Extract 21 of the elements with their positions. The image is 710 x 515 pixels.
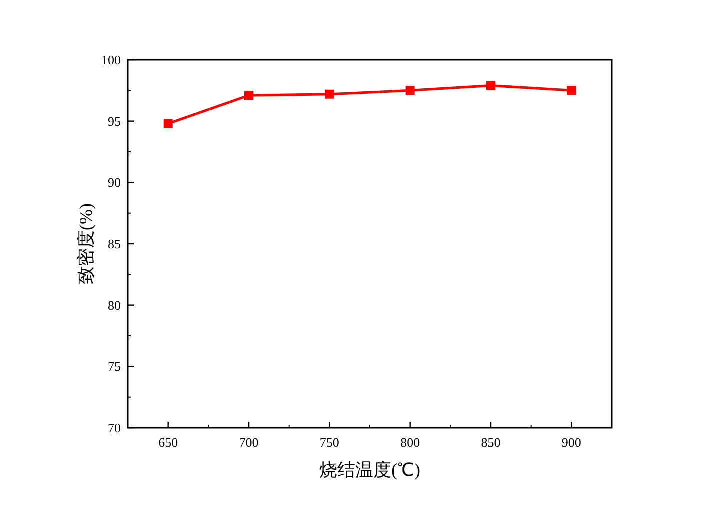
x-axis-title: 烧结温度(℃): [320, 460, 420, 480]
x-tick-label: 750: [320, 435, 340, 450]
x-tick-label: 700: [239, 435, 259, 450]
point: [486, 81, 496, 90]
x-tick-label: 650: [158, 435, 178, 450]
y-tick-label: 100: [102, 52, 121, 68]
point: [325, 90, 334, 99]
x-tick-label: 850: [481, 435, 501, 450]
y-tick-label: 70: [108, 420, 121, 436]
point: [244, 91, 254, 100]
y-tick-label: 95: [108, 114, 121, 129]
point: [406, 86, 415, 96]
point: [164, 119, 173, 128]
x-tick-label: 800: [400, 435, 420, 450]
point: [567, 86, 576, 96]
y-tick-label: 75: [108, 359, 121, 374]
y-tick-label: 80: [108, 298, 121, 313]
y-tick-label: 90: [108, 175, 121, 190]
y-axis-title: 致密度(%): [76, 204, 96, 284]
y-tick-label: 85: [108, 236, 121, 252]
x-tick-label: 900: [562, 435, 582, 450]
